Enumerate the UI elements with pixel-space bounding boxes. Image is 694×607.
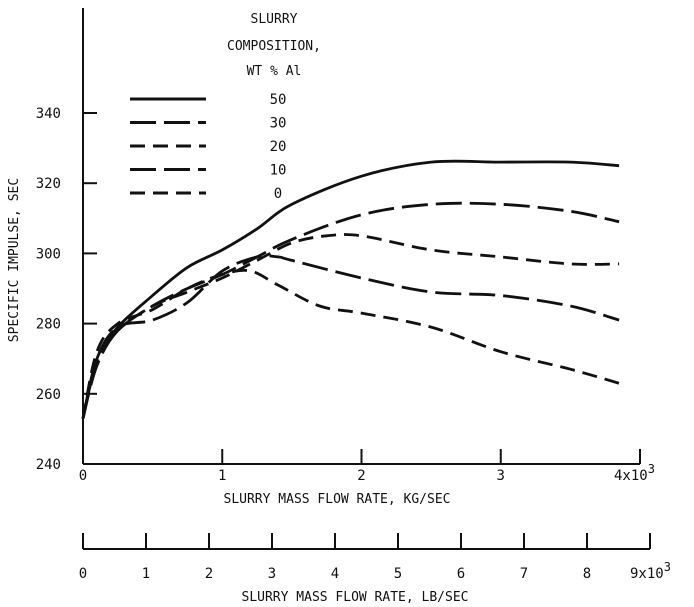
x2-tick-label: 5 [394, 566, 402, 582]
legend-label-50: 50 [270, 92, 287, 108]
x2-tick-label: 9x103 [630, 560, 671, 582]
x-tick-label: 4x103 [614, 462, 655, 484]
legend-title-line-2: COMPOSITION, [227, 39, 321, 54]
legend-title-line-1: SLURRY [251, 12, 298, 27]
x2-tick-label: 3 [268, 566, 276, 582]
x2-tick-label: 7 [520, 566, 528, 582]
y-ticks: 240 260 280 300 320 340 [36, 106, 97, 473]
legend-label-0: 0 [274, 186, 282, 202]
x2-tick-label: 4 [331, 566, 339, 582]
x2-axis-label: SLURRY MASS FLOW RATE, LB/SEC [242, 590, 469, 605]
legend-title-line-3: WT % Al [247, 64, 302, 79]
x-tick-label: 0 [79, 468, 87, 484]
y-tick-label: 320 [36, 176, 61, 192]
x-tick-label: 1 [218, 468, 226, 484]
x-tick-exponent: 3 [648, 462, 655, 476]
x-axis-label: SLURRY MASS FLOW RATE, KG/SEC [224, 492, 451, 507]
legend-label-20: 20 [270, 139, 287, 155]
y-axis-label: SPECIFIC IMPULSE, SEC [7, 178, 22, 342]
series-line-10 [81, 254, 620, 419]
y-tick-label: 300 [36, 246, 61, 262]
legend: SLURRY COMPOSITION, WT % Al 50 30 20 10 0 [130, 12, 321, 202]
legend-label-10: 10 [270, 163, 287, 179]
series-curves [81, 159, 620, 419]
legend-label-30: 30 [270, 116, 287, 132]
x2-tick-label: 1 [142, 566, 150, 582]
x2-tick-label: 8 [583, 566, 591, 582]
legend-items: 50 30 20 10 0 [130, 92, 286, 202]
x2-ticks: 0 1 2 3 4 5 6 7 8 9x103 [79, 533, 671, 582]
series-line-50 [81, 159, 620, 419]
y-tick-label: 340 [36, 106, 61, 122]
x2-tick-label: 2 [205, 566, 213, 582]
x2-tick-exponent: 3 [664, 560, 671, 574]
y-tick-label: 240 [36, 457, 61, 473]
y-tick-label: 260 [36, 387, 61, 403]
x-tick-label: 2 [357, 468, 365, 484]
x-ticks: 0 1 2 3 4x103 [79, 449, 655, 484]
x2-tick-label: 0 [79, 566, 87, 582]
y-tick-label: 280 [36, 317, 61, 333]
x-tick-label: 3 [497, 468, 505, 484]
series-line-20 [81, 233, 620, 419]
x2-tick-label: 6 [457, 566, 465, 582]
series-line-0 [81, 268, 620, 419]
